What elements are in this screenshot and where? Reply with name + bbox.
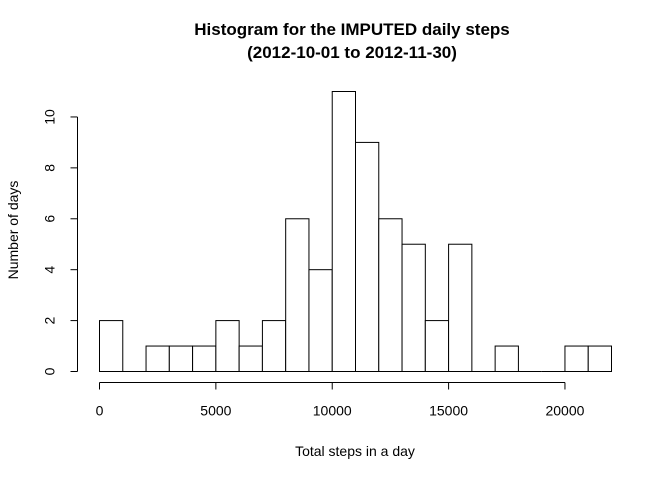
histogram-bar <box>424 320 450 373</box>
histogram-bar <box>564 345 589 372</box>
histogram-bar <box>308 269 333 373</box>
y-axis-label: Number of days <box>5 181 21 280</box>
histogram-bar <box>99 320 124 373</box>
chart-title-line-1: Histogram for the IMPUTED daily steps <box>194 20 510 39</box>
histogram-bar <box>494 345 519 372</box>
y-tick-label: 6 <box>42 215 58 223</box>
histogram-bar <box>331 91 356 372</box>
histogram-bar <box>215 320 240 373</box>
histogram-bar <box>285 218 310 372</box>
x-tick-label: 10000 <box>313 403 352 419</box>
histogram-bar <box>378 218 403 372</box>
histogram-bar <box>145 345 170 372</box>
y-tick-label: 0 <box>42 367 58 375</box>
x-tick-label: 15000 <box>429 403 468 419</box>
histogram-bar <box>261 320 287 373</box>
histogram-bar <box>168 345 194 372</box>
chart-title-line-2: (2012-10-01 to 2012-11-30) <box>247 43 457 62</box>
histogram-bar <box>448 243 473 373</box>
x-tick-label: 5000 <box>200 403 231 419</box>
x-axis-label: Total steps in a day <box>295 443 415 459</box>
histogram-bar <box>238 345 263 372</box>
y-tick-label: 8 <box>42 164 58 172</box>
y-tick-label: 10 <box>42 109 58 125</box>
histogram-bars <box>99 91 613 373</box>
y-axis: 0 2 4 6 8 10 <box>42 109 78 375</box>
x-tick-label: 0 <box>96 403 104 419</box>
y-tick-label: 2 <box>42 316 58 324</box>
histogram-bar <box>355 141 380 372</box>
x-tick-label: 20000 <box>545 403 584 419</box>
y-tick-label: 4 <box>42 266 58 274</box>
x-axis: 0 5000 10000 15000 20000 <box>96 382 585 419</box>
histogram-bar <box>401 243 426 373</box>
histogram-bar <box>192 345 217 372</box>
histogram-bar <box>587 345 613 372</box>
